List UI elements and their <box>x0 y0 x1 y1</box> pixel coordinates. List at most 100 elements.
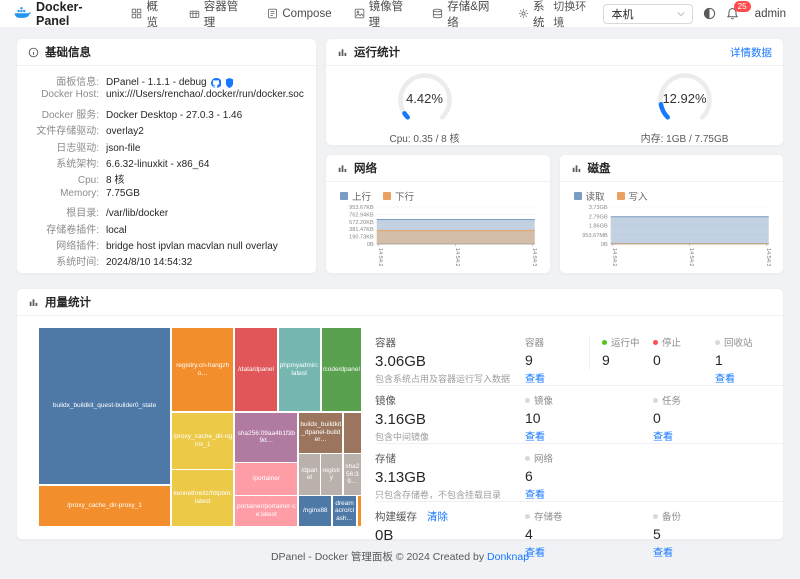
shield-icon[interactable] <box>225 77 234 88</box>
legend-item-上行[interactable]: 上行 <box>340 189 371 203</box>
container-icon <box>189 8 200 19</box>
status-dot <box>653 397 658 403</box>
treemap-cell[interactable]: sha256:39… <box>343 453 361 495</box>
basic-info-row: 文件存储驱动: overlay2 <box>23 122 304 138</box>
top-navbar: Docker-Panel 概览 容器管理 Compose 镜像管理 存储&网络 系统 切换… <box>0 0 800 30</box>
usage-cell-停止: 停止 0 <box>653 335 715 370</box>
nav-overview[interactable]: 概览 <box>131 0 166 30</box>
usage-size: 3.13GB <box>375 469 426 486</box>
treemap-cell[interactable]: registry <box>321 453 342 495</box>
github-icon[interactable] <box>210 77 221 88</box>
basic-info-row: Cpu: 8 核 <box>23 171 304 187</box>
treemap-cell[interactable]: /data/dpanel <box>235 328 277 412</box>
status-dot <box>525 455 530 461</box>
treemap-cell[interactable]: kennethreitz/httpbin:latest <box>171 469 234 526</box>
system-icon <box>518 8 529 19</box>
basic-info-label: 存储卷插件: <box>46 224 99 236</box>
chart-icon <box>571 163 582 174</box>
network-legend: 上行 下行 <box>326 182 550 203</box>
treemap-cell[interactable]: /dpanel <box>299 453 320 495</box>
basic-info-row: 存储卷插件: local <box>23 221 304 237</box>
nav-compose[interactable]: Compose <box>267 8 332 20</box>
disk-legend: 读取 写入 <box>560 182 784 203</box>
notification-badge: 25 <box>733 1 751 12</box>
treemap-cell[interactable]: /nginx88 <box>299 495 332 526</box>
view-link[interactable]: 查看 <box>715 374 735 385</box>
footer: DPanel - Docker 管理面板 © 2024 Created by D… <box>16 549 784 564</box>
treemap-cell[interactable]: portainer/portainer-ce:latest <box>235 495 298 526</box>
nav-storage-network[interactable]: 存储&网络 <box>432 0 496 30</box>
legend-item-读取[interactable]: 读取 <box>573 189 605 203</box>
treemap-cell[interactable]: phpmyadmin:latest <box>278 328 320 412</box>
usage-cell-label: 停止 <box>653 335 715 349</box>
status-dot <box>715 339 720 345</box>
navbar-right: 切换环境 本机 25 admin <box>553 0 786 30</box>
treemap-cell[interactable] <box>357 495 361 526</box>
treemap-cell[interactable]: /code/dpanel <box>321 328 361 412</box>
usage-desc: 包含系统占用及容器运行写入数据 <box>375 374 511 384</box>
notification-bell[interactable]: 25 <box>726 1 751 20</box>
basic-info-value: Docker Desktop - 27.0.3 - 1.46 <box>106 109 243 121</box>
view-link[interactable]: 查看 <box>525 490 545 501</box>
basic-info-row: 面板信息: DPanel - 1.1.1 - debug <box>23 73 304 89</box>
usage-cell-镜像: 镜像 10 查看 <box>525 393 589 443</box>
status-dot <box>602 339 607 345</box>
usage-stats-title: 用量统计 <box>45 297 91 309</box>
usage-cell-value: 9 <box>525 352 533 368</box>
username[interactable]: admin <box>754 7 786 20</box>
treemap-cell[interactable]: sha256:09aa4b1f3b9d… <box>235 412 298 462</box>
svg-text:14:54:28: 14:54:28 <box>454 248 460 266</box>
brand-name: Docker-Panel <box>36 0 83 28</box>
treemap-cell[interactable] <box>343 412 361 453</box>
nav-containers[interactable]: 容器管理 <box>189 0 246 30</box>
view-link[interactable]: 查看 <box>525 548 545 559</box>
basic-info-label: 网络插件: <box>56 240 99 252</box>
chart-icon <box>337 163 348 174</box>
basic-info-value: /var/lib/docker <box>106 208 169 220</box>
gauges: 4.42% Cpu: 0.35 / 8 核 12.92% 内存: 1GB / 7… <box>326 66 783 145</box>
basic-info-label: Docker 服务: <box>41 109 99 121</box>
treemap-cell[interactable]: /proxy_cache_dir-nginx_1 <box>171 412 234 469</box>
status-dot <box>653 513 658 519</box>
detail-data-link[interactable]: 详情数据 <box>730 46 772 59</box>
view-link[interactable]: 查看 <box>653 432 673 443</box>
usage-row: 镜像 3.16GB 包含中间镜像 镜像 10 查看 任务 0 查看 <box>375 386 787 444</box>
status-dot <box>653 339 658 345</box>
clear-cache-link[interactable]: 清除 <box>427 511 448 523</box>
usage-title: 存储 <box>375 453 396 465</box>
legend-item-写入[interactable]: 写入 <box>616 189 648 203</box>
usage-row: 容器 3.06GB 包含系统占用及容器运行写入数据 容器 9 查看 运行中 9 停止… <box>375 328 787 386</box>
chart-icon <box>337 47 348 58</box>
nav-images[interactable]: 镜像管理 <box>354 0 411 30</box>
usage-cell-容器: 容器 9 查看 <box>525 335 589 385</box>
treemap-cell[interactable]: /proxy_cache_dir-proxy_1 <box>39 485 171 526</box>
treemap-cell[interactable]: buildx_buildkit_quest-builder0_state <box>39 328 171 485</box>
basic-info-label: 系统时间: <box>56 257 99 269</box>
view-link[interactable]: 查看 <box>525 374 545 385</box>
basic-info-row: Memory: 7.75GB <box>23 188 304 204</box>
brand[interactable]: Docker-Panel <box>14 0 111 28</box>
view-link[interactable]: 查看 <box>653 548 673 559</box>
view-link[interactable]: 查看 <box>525 432 545 443</box>
theme-icon[interactable] <box>703 7 716 20</box>
usage-treemap: buildx_buildkit_quest-builder0_state/pro… <box>39 328 361 526</box>
treemap-cell[interactable]: /portainer <box>235 462 298 495</box>
basic-info-value: overlay2 <box>106 126 144 138</box>
basic-info-label: 日志驱动: <box>56 142 99 154</box>
treemap-cell[interactable]: buildx_buildkit_dpanel-builder… <box>299 412 343 453</box>
treemap-cell[interactable]: registry.cn-hangzho… <box>171 328 234 412</box>
memory-gauge: 12.92% 内存: 1GB / 7.75GB <box>620 71 750 145</box>
footer-link[interactable]: Donknap <box>487 551 530 563</box>
svg-text:953.67KB: 953.67KB <box>349 205 374 211</box>
treemap-cell[interactable]: dreamacro/clash… <box>332 495 357 526</box>
status-dot <box>525 397 530 403</box>
svg-text:14:54:28: 14:54:28 <box>687 248 693 266</box>
legend-item-下行[interactable]: 下行 <box>383 189 414 203</box>
overview-icon <box>131 8 142 19</box>
nav-system[interactable]: 系统 <box>518 0 553 30</box>
env-select[interactable]: 本机 <box>603 3 693 24</box>
legend-swatch <box>383 192 392 200</box>
info-circle-icon <box>28 47 39 58</box>
svg-text:190.73KB: 190.73KB <box>349 235 374 241</box>
usage-cell-value: 0 <box>653 352 661 368</box>
